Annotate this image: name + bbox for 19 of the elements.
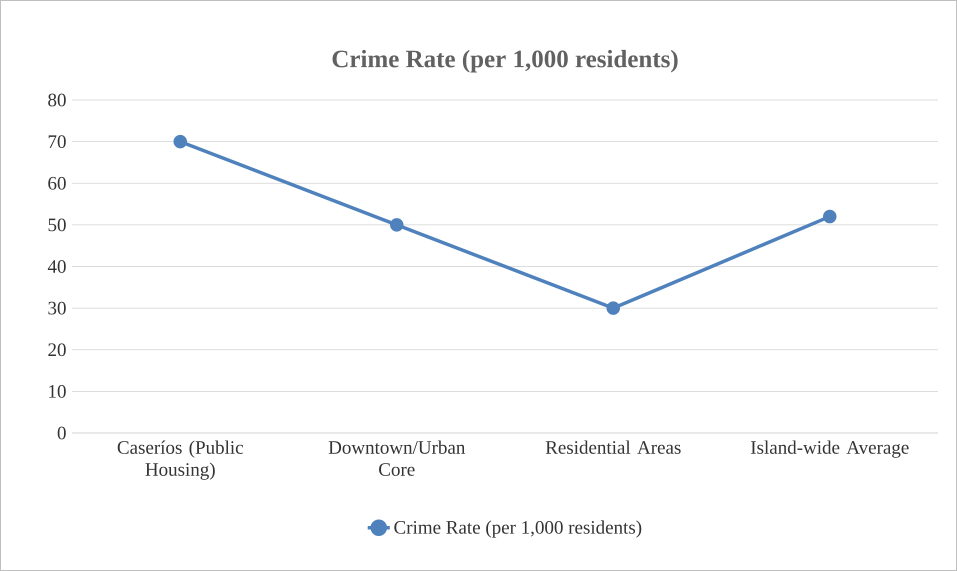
- y-tick-label: 0: [58, 426, 66, 440]
- y-tick-label: 40: [48, 260, 66, 273]
- legend-label: Crime Rate (per 1,000 residents): [394, 520, 642, 538]
- point: [606, 301, 620, 315]
- y-tick-label: 30: [48, 302, 66, 315]
- x-tick-label: Residential Areas: [546, 440, 681, 454]
- x-tick-label: Downtown/Urban Core: [328, 440, 466, 476]
- y-tick-label: 50: [48, 218, 66, 232]
- y-tick-label: 10: [49, 384, 66, 398]
- y-tick-label: 20: [48, 343, 66, 356]
- x-tick-label: Island-wide Average: [750, 440, 909, 458]
- chart-title: Crime Rate (per 1,000 residents): [332, 50, 678, 73]
- point: [823, 210, 837, 224]
- y-tick-label: 80: [48, 94, 66, 106]
- y-tick-label: 70: [48, 135, 66, 148]
- point: [174, 134, 187, 148]
- y-tick-label: 60: [48, 176, 66, 190]
- x-tick-label: Caseríos (Public Housing): [118, 440, 243, 480]
- point: [390, 218, 404, 232]
